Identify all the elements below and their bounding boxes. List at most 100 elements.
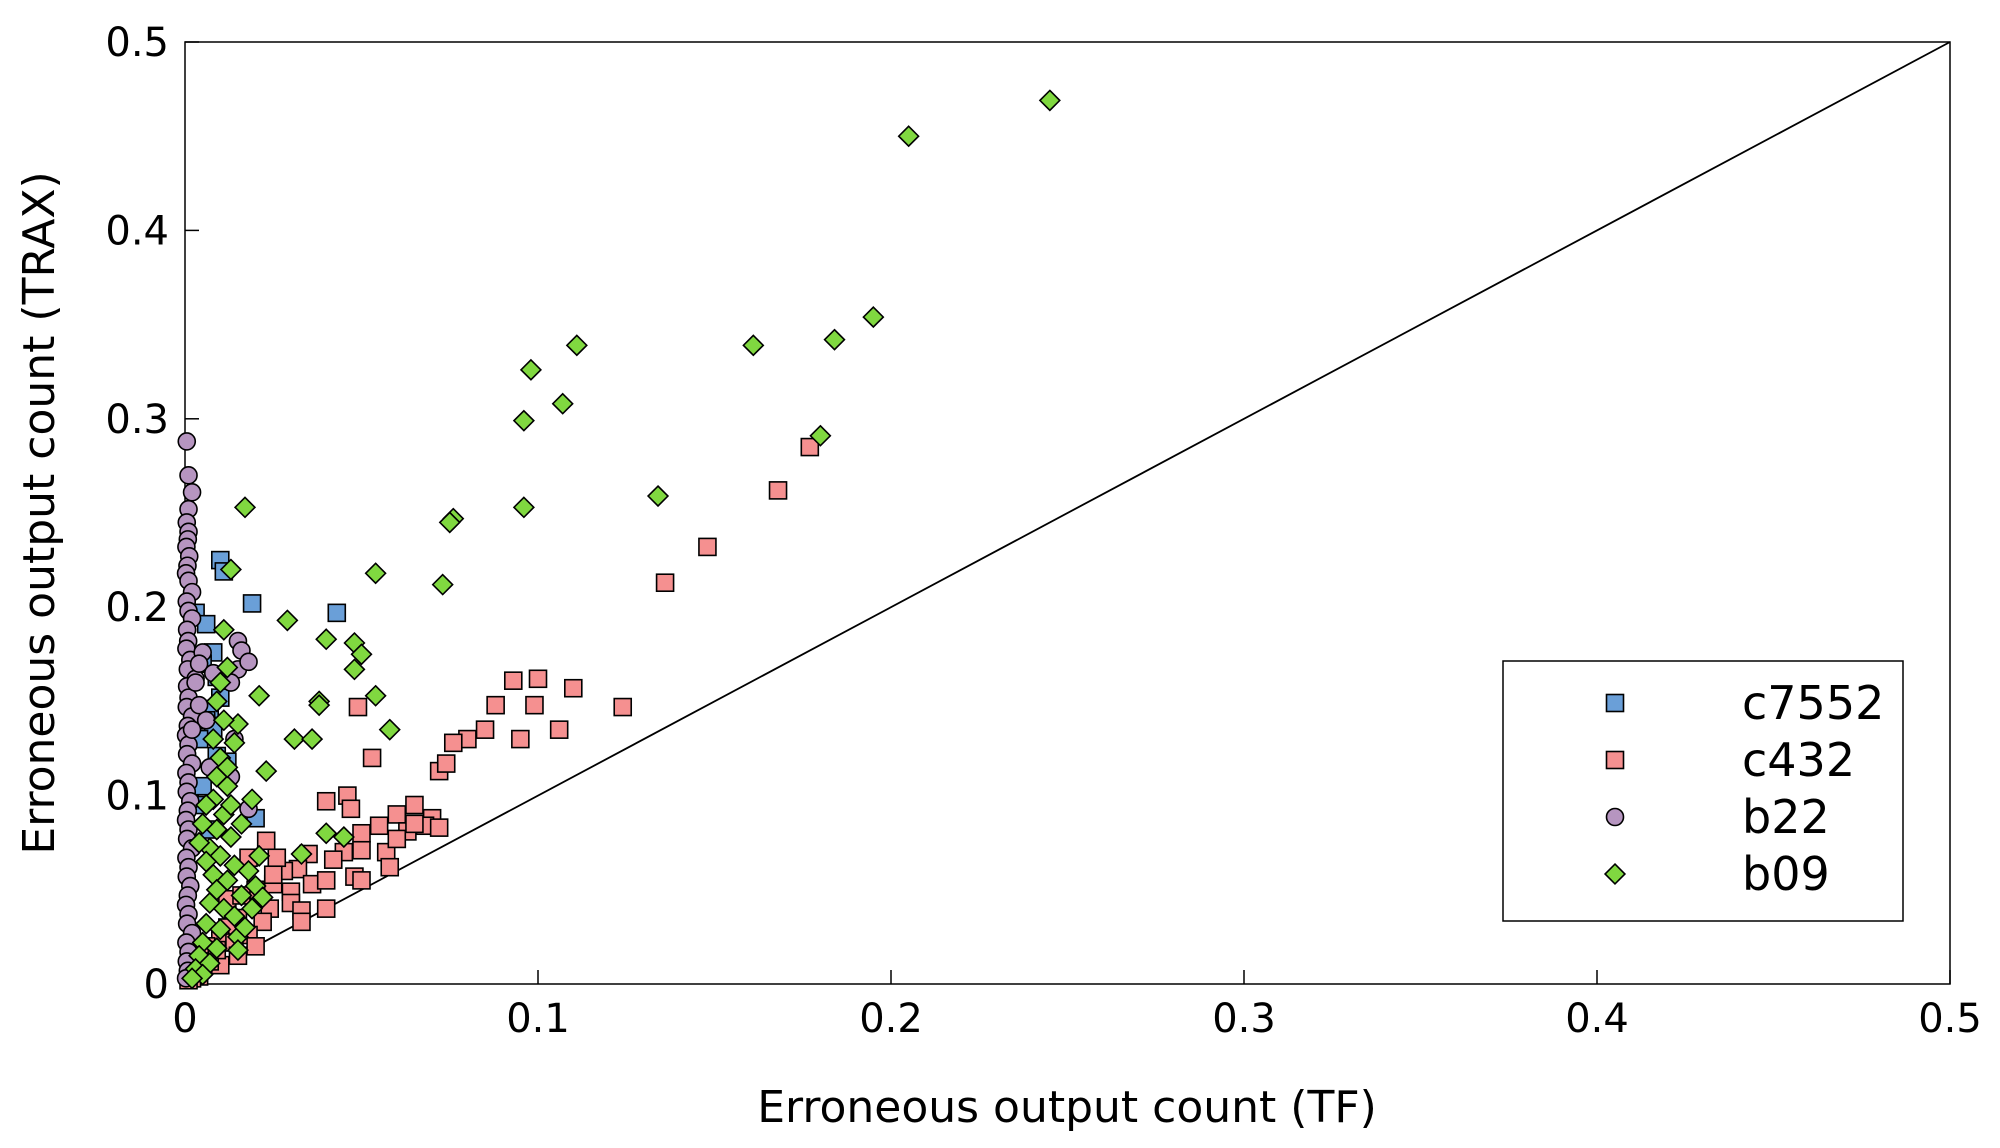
data-point-b22 (239, 652, 258, 672)
x-axis-label: Erroneous output count (TF) (757, 1082, 1377, 1133)
data-point-b09 (209, 918, 232, 941)
data-point-b09 (219, 558, 242, 581)
data-point-b22 (179, 466, 198, 485)
data-point-b22 (189, 654, 209, 674)
data-point-b22 (186, 673, 205, 692)
y-tick-label: 0 (144, 962, 169, 1008)
data-point-b09 (241, 897, 264, 920)
data-point-c432 (800, 437, 820, 457)
data-point-b09 (202, 728, 225, 751)
data-point-c432 (348, 697, 368, 717)
data-point-b09 (332, 825, 355, 849)
data-point-c432 (563, 678, 583, 698)
data-point-b09 (223, 905, 246, 928)
data-point-b09 (223, 731, 246, 754)
legend-marker-b09 (1603, 862, 1627, 886)
data-point-c432 (316, 899, 336, 918)
diagonal-reference-line (184, 41, 1951, 985)
axis-ticks: 0 0.1 0.2 0.3 0.4 0.5 0 0.1 0.2 0.3 0.4 0.5 (105, 20, 1981, 1042)
data-point-b22 (177, 432, 197, 451)
data-point-b09 (248, 684, 271, 707)
data-point-c432 (256, 831, 276, 851)
data-point-c432 (436, 754, 456, 773)
data-point-c432 (503, 671, 523, 690)
data-point-b09 (212, 618, 235, 641)
x-tick-label: 0.5 (1918, 996, 1982, 1042)
legend-marker-c7552 (1605, 693, 1625, 713)
data-point-c432 (768, 481, 788, 500)
data-point-b09 (276, 609, 299, 632)
data-point-b22 (189, 695, 209, 715)
data-point-c432 (698, 537, 717, 557)
data-point-b09 (212, 709, 235, 732)
data-point-c432 (475, 720, 495, 739)
data-point-c432 (443, 733, 463, 753)
y-axis-label: Erroneous output count (TRAX) (14, 171, 65, 854)
data-point-b09 (283, 728, 306, 751)
data-point-c432 (387, 805, 407, 824)
data-point-b09 (301, 728, 324, 751)
data-point-b09 (241, 788, 264, 811)
data-point-b09 (862, 306, 885, 329)
data-point-c432 (486, 695, 505, 715)
data-point-b22 (182, 482, 202, 502)
data-point-c432 (429, 818, 449, 837)
x-tick-label: 0.2 (859, 996, 923, 1042)
data-point-b09 (191, 812, 214, 835)
data-point-b09 (646, 484, 670, 508)
data-point-b09 (378, 718, 401, 741)
data-point-c432 (263, 865, 283, 885)
data-point-b09 (181, 967, 204, 990)
x-tick-label: 0.4 (1565, 996, 1629, 1042)
legend-marker-c432 (1605, 750, 1625, 770)
data-point-b09 (251, 886, 274, 909)
data-point-b09 (195, 793, 218, 817)
data-point-b09 (897, 125, 920, 148)
data-point-b09 (823, 328, 846, 351)
data-point-c432 (405, 814, 424, 834)
data-point-b09 (209, 844, 232, 867)
data-point-c432 (316, 871, 336, 890)
data-point-c432 (655, 573, 675, 593)
data-point-b09 (364, 684, 387, 707)
data-point-b09 (809, 424, 832, 447)
data-point-c432 (352, 871, 371, 890)
data-point-c432 (341, 799, 361, 819)
data-point-b09 (205, 937, 228, 960)
x-tick-label: 0.3 (1212, 996, 1276, 1042)
data-point-c432 (369, 816, 389, 836)
data-point-b09 (195, 850, 218, 873)
data-point-b09 (216, 775, 239, 798)
data-point-c432 (525, 695, 544, 715)
data-point-b09 (219, 793, 242, 817)
data-point-c432 (267, 848, 287, 868)
y-tick-label: 0.3 (105, 397, 169, 443)
data-point-b09 (315, 822, 338, 845)
data-point-c432 (352, 840, 371, 860)
data-point-b09 (216, 756, 239, 779)
data-point-b09 (205, 690, 228, 713)
data-point-b22 (182, 720, 202, 739)
y-tick-label: 0.2 (105, 585, 169, 631)
data-point-b09 (1038, 89, 1061, 112)
data-point-b09 (551, 392, 574, 415)
data-point-b09 (315, 628, 338, 651)
data-point-b09 (512, 409, 535, 432)
data-point-b09 (209, 671, 232, 694)
data-point-c432 (549, 720, 569, 739)
data-point-b09 (308, 694, 331, 717)
data-point-b09 (237, 859, 260, 883)
data-point-b09 (230, 884, 253, 907)
data-point-b09 (216, 656, 239, 679)
data-point-c7552 (242, 594, 262, 613)
data-point-b09 (226, 939, 250, 962)
y-tick-label: 0.5 (105, 20, 169, 66)
legend-label-b22: b22 (1742, 790, 1830, 844)
data-point-c432 (405, 795, 424, 815)
data-point-c432 (362, 748, 382, 768)
legend-label-c432: c432 (1742, 733, 1855, 787)
data-point-b09 (519, 358, 542, 381)
